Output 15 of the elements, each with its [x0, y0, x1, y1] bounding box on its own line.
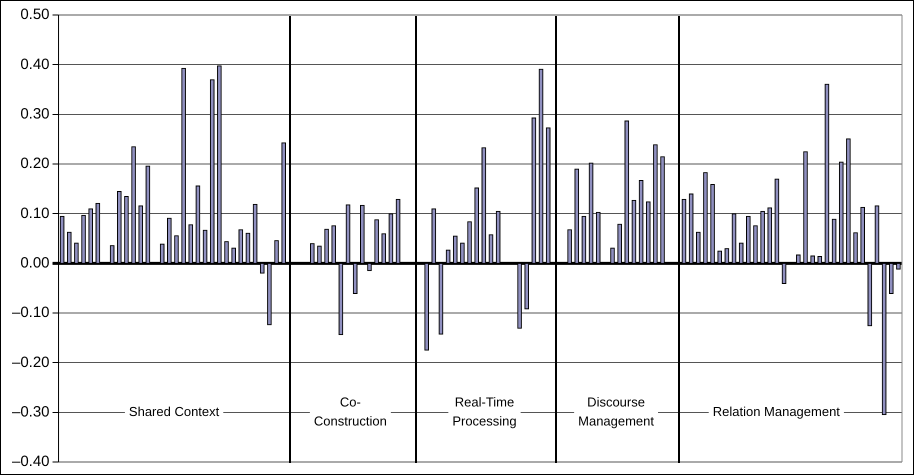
- annotation: Relation Management: [712, 404, 840, 419]
- y-tick-label: 0.30: [20, 105, 50, 122]
- annotation: Discourse Management: [578, 394, 654, 428]
- annotation: Co- Construction: [314, 394, 387, 428]
- y-tick-label: 0.40: [20, 56, 50, 73]
- y-tick-label: 0.10: [20, 204, 50, 222]
- y-tick-label: 0.00: [20, 254, 50, 272]
- annotation: Shared Context: [128, 404, 220, 419]
- y-tick-label: –0.20: [12, 354, 50, 371]
- annotation: Real-Time Processing: [452, 394, 517, 428]
- y-tick-label: –0.40: [12, 453, 50, 470]
- y-tick-label: –0.30: [12, 403, 50, 420]
- y-tick-label: 0.20: [20, 155, 50, 172]
- y-tick-label: 0.50: [20, 6, 50, 24]
- y-tick-label: –0.10: [12, 304, 50, 322]
